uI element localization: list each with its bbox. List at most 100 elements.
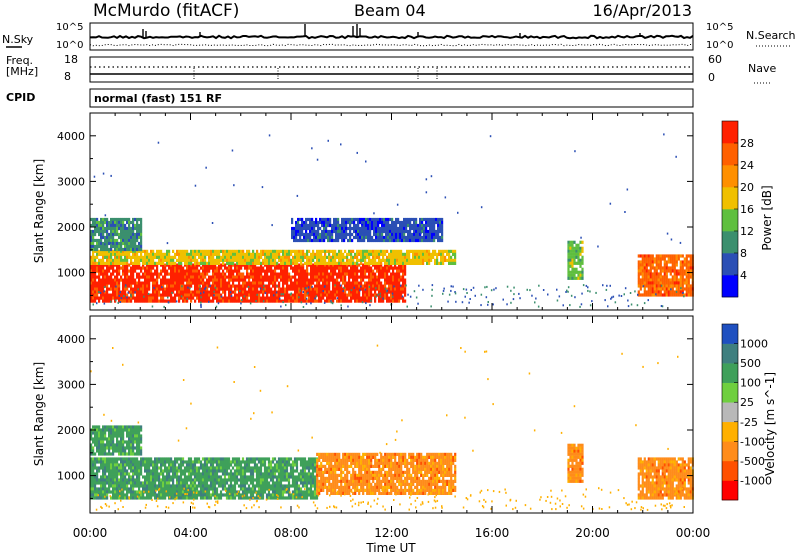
- heatmap-cell: [198, 252, 201, 256]
- heatmap-cell: [297, 217, 300, 222]
- heatmap-cell: [222, 296, 225, 300]
- speckle-cell: [327, 139, 329, 142]
- heatmap-cell: [236, 284, 239, 288]
- heatmap-cell: [404, 281, 407, 285]
- speckle-cell: [556, 288, 558, 291]
- heatmap-cell: [266, 261, 269, 265]
- heatmap-cell: [649, 260, 652, 264]
- heatmap-cell: [160, 252, 163, 256]
- heatmap-cell: [228, 255, 231, 259]
- heatmap-cell: [116, 490, 119, 494]
- heatmap-cell: [178, 269, 181, 273]
- heatmap-cell: [312, 258, 315, 262]
- heatmap-cell: [254, 284, 257, 288]
- heatmap-cell: [185, 466, 189, 470]
- heatmap-cell: [371, 238, 374, 243]
- heatmap-cell: [134, 226, 137, 231]
- heatmap-cell: [345, 223, 348, 228]
- heatmap-cell: [222, 290, 225, 294]
- heatmap-cell: [286, 290, 289, 294]
- heatmap-cell: [651, 293, 654, 297]
- heatmap-cell: [185, 460, 189, 464]
- heatmap-cell: [413, 229, 416, 234]
- heatmap-cell: [316, 299, 319, 303]
- heatmap-cell: [348, 272, 351, 276]
- heatmap-cell: [349, 229, 352, 234]
- heatmap-cell: [385, 217, 388, 222]
- heatmap-cell: [104, 217, 107, 222]
- heatmap-cell: [128, 278, 131, 282]
- heatmap-cell: [364, 272, 367, 276]
- heatmap-cell: [398, 299, 401, 303]
- heatmap-cell: [297, 226, 300, 231]
- heatmap-cell: [386, 269, 389, 273]
- heatmap-cell: [659, 287, 662, 291]
- heatmap-cell: [399, 229, 402, 234]
- heatmap-cell: [667, 278, 670, 282]
- heatmap-cell: [158, 293, 161, 297]
- heatmap-cell: [190, 261, 193, 265]
- heatmap-cell: [398, 255, 401, 259]
- heatmap-cell: [677, 272, 680, 276]
- heatmap-cell: [134, 466, 137, 470]
- heatmap-cell: [156, 475, 159, 479]
- heatmap-cell: [366, 284, 369, 288]
- heatmap-cell: [182, 278, 185, 282]
- heatmap-cell: [132, 238, 135, 243]
- heatmap-cell: [433, 226, 436, 231]
- heatmap-cell: [186, 275, 189, 279]
- heatmap-cell: [244, 296, 247, 300]
- heatmap-cell: [162, 487, 165, 491]
- heatmap-cell: [661, 293, 664, 297]
- heatmap-cell: [210, 255, 213, 259]
- heatmap-cell: [116, 487, 119, 491]
- heatmap-cell: [649, 290, 652, 294]
- heatmap-cell: [212, 261, 215, 265]
- heatmap-cell: [250, 284, 253, 288]
- speckle-cell: [580, 303, 583, 306]
- heatmap-cell: [392, 272, 395, 276]
- heatmap-cell: [290, 281, 293, 285]
- heatmap-cell: [202, 284, 205, 288]
- heatmap-cell: [246, 284, 249, 288]
- heatmap-cell: [264, 299, 267, 303]
- heatmap-cell: [188, 275, 191, 279]
- speckle-cell: [379, 295, 382, 298]
- heatmap-cell: [322, 263, 325, 267]
- heatmap-cell: [140, 484, 143, 488]
- heatmap-cell: [324, 255, 327, 259]
- speckle-cell: [462, 288, 465, 291]
- heatmap-cell: [260, 249, 263, 253]
- heatmap-cell: [164, 281, 167, 285]
- heatmap-cell: [140, 226, 143, 231]
- heatmap-cell: [260, 263, 263, 267]
- heatmap-cell: [388, 261, 391, 265]
- heatmap-cell: [364, 290, 367, 294]
- heatmap-cell: [114, 463, 117, 467]
- heatmap-cell: [407, 235, 410, 240]
- heatmap-cell: [100, 223, 103, 228]
- heatmap-cell: [140, 472, 143, 476]
- heatmap-cell: [224, 258, 227, 262]
- heatmap-cell: [192, 293, 195, 297]
- heatmap-cell: [192, 281, 195, 285]
- heatmap-cell: [415, 220, 418, 225]
- heatmap-cell: [405, 226, 408, 231]
- heatmap-cell: [92, 249, 95, 253]
- heatmap-cell: [350, 258, 353, 262]
- heatmap-cell: [665, 293, 668, 297]
- heatmap-cell: [363, 220, 366, 225]
- heatmap-cell: [433, 217, 436, 222]
- heatmap-cell: [92, 238, 95, 243]
- heatmap-cell: [356, 281, 359, 285]
- heatmap-cell: [641, 272, 644, 276]
- heatmap-cell: [150, 272, 153, 276]
- heatmap-cell: [350, 296, 353, 300]
- heatmap-cell: [208, 275, 211, 279]
- heatmap-cell: [248, 290, 251, 294]
- heatmap-cell: [170, 275, 173, 279]
- heatmap-cell: [645, 269, 648, 273]
- heatmap-cell: [338, 272, 341, 276]
- heatmap-cell: [661, 254, 664, 258]
- heatmap-cell: [312, 263, 315, 267]
